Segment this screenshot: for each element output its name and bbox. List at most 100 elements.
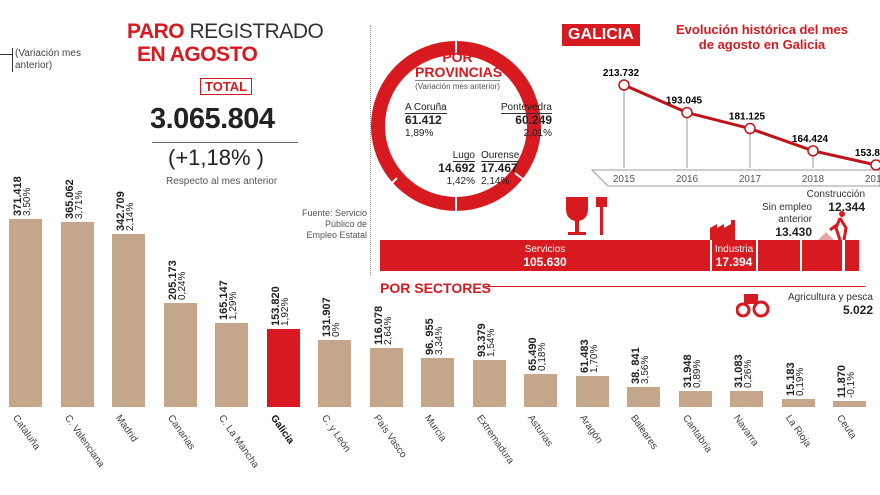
bar-change: 0,26%: [743, 359, 754, 389]
bar: [112, 233, 145, 407]
bar: [421, 357, 454, 407]
bar: [369, 348, 403, 407]
provinces-ring: [371, 38, 541, 214]
construccion-label: Construcción 12.344: [806, 189, 865, 214]
bar-change: 3,71%: [73, 190, 85, 220]
bar-change: 1,70%: [588, 344, 600, 373]
bar: [215, 323, 248, 407]
bar-value: 365.062: [63, 179, 76, 220]
bar-value: 205.173: [166, 260, 179, 301]
bar-value: 61.483: [578, 339, 591, 373]
sector-servicios: Servicios 105.630: [380, 240, 710, 271]
factory-icon: [710, 220, 735, 240]
bar-change: 1,29%: [228, 292, 239, 321]
bar-value-label: 153.820 1,92%: [270, 286, 291, 327]
bar-value-label: 61.483 1,70%: [578, 339, 600, 373]
bar-value-label: 205.173 0,24%: [166, 260, 188, 301]
bar: [575, 375, 609, 407]
sectors-title: POR SECTORES: [380, 280, 491, 296]
category-label: País Vasco: [370, 413, 409, 461]
bar-change: 0,19%: [794, 367, 806, 397]
title-line2: EN AGOSTO: [137, 43, 258, 66]
data-point: [618, 79, 630, 91]
bar-change: -0,1%: [846, 371, 857, 398]
bar-value: 116.078: [372, 306, 385, 346]
sector-industria: Industria 17.394: [712, 240, 756, 271]
provinces-subtitle: (Variación mes anterior): [415, 82, 500, 91]
data-label: 153.820: [855, 148, 880, 159]
category-label: Cantabria: [679, 413, 714, 455]
bar-value-label: 365.062 3,71%: [63, 179, 85, 220]
legend-line: [0, 54, 12, 55]
bar-value: 31.948: [681, 354, 694, 388]
line-chart: 213.732 2015 193.045 2016 181.125 2017 164.424…: [590, 68, 880, 187]
bar-change: 0,24%: [176, 271, 188, 301]
bar: [472, 359, 506, 407]
bar-value-label: 65.490 0,18%: [527, 337, 548, 371]
data-label: 164.424: [792, 134, 829, 145]
bar-value-label: 131.907 0%: [321, 297, 342, 338]
data-label: 213.732: [603, 68, 640, 79]
source-note: Fuente: Servicio Público de Empleo Estat…: [301, 208, 367, 240]
bar-change: 3,56%: [640, 355, 651, 385]
category-label: Asturias: [524, 413, 555, 449]
bar: [678, 390, 712, 407]
bar: [318, 340, 351, 407]
bar-value-label: 31.948 0,89%: [681, 354, 703, 388]
bar-value-label: 11.870 -0,1%: [836, 365, 857, 398]
bar: [266, 329, 300, 407]
year-axis-band: [590, 169, 880, 187]
province-pontevedra: Pontevedra 60.249 2,01%: [500, 102, 552, 139]
province-a-coruna: A Coruña 61.412 1,89%: [405, 102, 447, 139]
bar: [781, 399, 815, 407]
year-label: 2017: [739, 174, 762, 185]
construction-worker-icon: [818, 211, 848, 240]
sector-agricultura: [845, 240, 859, 271]
province-ourense: Ourense 17.467 2,14%: [481, 150, 520, 187]
title: PARO REGISTRADO: [127, 20, 324, 43]
category-label: Navarra: [730, 413, 761, 449]
bar-change: 0%: [331, 322, 342, 338]
bar-change: 3,50%: [22, 187, 33, 216]
bar-change: 2,64%: [382, 316, 394, 346]
bar-change: 3,34%: [434, 326, 445, 355]
category-label: Aragón: [576, 413, 604, 446]
bar-value-label: 371.418 3,50%: [12, 176, 33, 216]
data-point: [681, 106, 693, 119]
bar-value-label: 15.183 0,19%: [784, 362, 806, 397]
year-label: 2018: [802, 174, 825, 185]
category-label: La Rioja: [782, 413, 813, 450]
bar-value-label: 93.379 1,54%: [475, 323, 497, 357]
category-label: Galicia: [267, 413, 296, 447]
year-label: 2019: [865, 174, 880, 185]
category-label: Madrid: [112, 413, 140, 445]
bar-value: 93.379: [475, 323, 488, 357]
bar-value-label: 38. 841 3,56%: [630, 348, 651, 385]
bar-value-label: 116.078 2,64%: [372, 306, 394, 346]
bar-change: 1,54%: [485, 328, 497, 357]
bar: [833, 400, 866, 407]
category-label: Cataluña: [9, 413, 42, 453]
bar-value-label: 342.709 2,14%: [115, 191, 136, 231]
legend-note: (Variación mes anterior): [12, 48, 90, 72]
bar-change: 1,92%: [279, 297, 291, 327]
bar-change: 0,18%: [537, 342, 548, 371]
data-label: 193.045: [666, 96, 703, 107]
bar-value-label: 165.147 1,29%: [218, 281, 239, 321]
category-label: C. Valenciana: [61, 413, 106, 470]
category-label: Ceuta: [833, 413, 859, 442]
category-label: Murcia: [421, 413, 449, 444]
total-change: (+1,18% ): [168, 145, 264, 170]
category-label: Canarias: [164, 413, 197, 453]
total-change-note: Respecto al mes anterior: [166, 176, 278, 187]
bar-value: 15.183: [784, 362, 797, 397]
category-label: C. La Mancha: [215, 413, 261, 471]
bar-value-label: 96. 955 3,34%: [424, 318, 445, 355]
bar-change: 0,89%: [691, 359, 703, 388]
tractor-icon: [736, 294, 770, 318]
divider: [152, 142, 298, 143]
data-point: [807, 145, 819, 157]
data-label: 181.125: [729, 112, 766, 123]
